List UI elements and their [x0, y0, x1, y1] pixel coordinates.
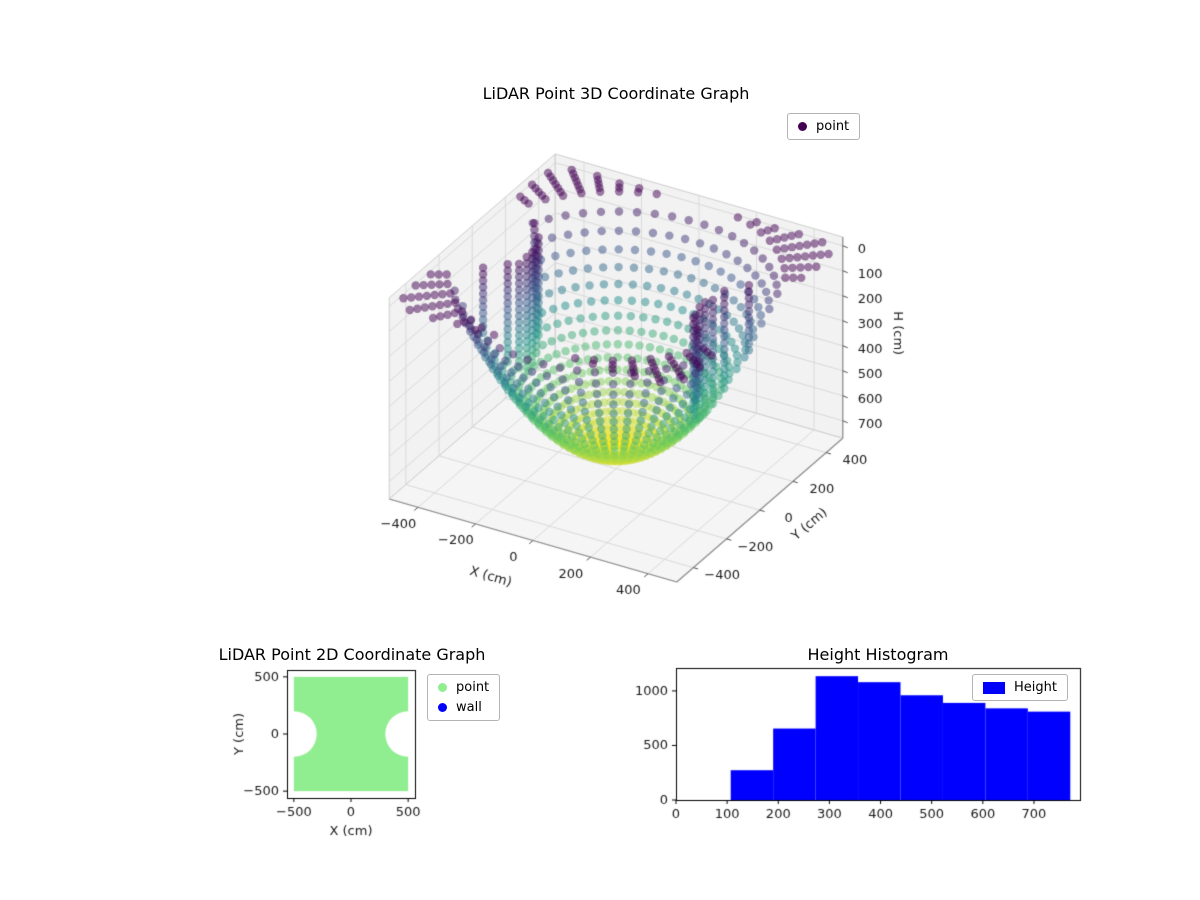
legend-label-wall: wall — [456, 700, 482, 715]
plot3d-title: LiDAR Point 3D Coordinate Graph — [482, 84, 750, 103]
point-marker-icon — [798, 122, 807, 131]
wall-marker-icon — [438, 703, 447, 712]
histogram-legend: Height — [972, 674, 1068, 701]
point-marker-icon — [438, 683, 447, 692]
height-patch-icon — [983, 681, 1005, 694]
legend-row-height: Height — [983, 680, 1057, 695]
histogram-title: Height Histogram — [807, 645, 949, 664]
legend-row-point: point — [438, 680, 489, 695]
legend-row-point: point — [798, 119, 849, 134]
plot2d-legend: point wall — [427, 674, 501, 721]
legend-label-point: point — [456, 680, 490, 695]
legend-row-wall: wall — [438, 700, 489, 715]
legend-label-point: point — [816, 119, 850, 134]
plot2d-title: LiDAR Point 2D Coordinate Graph — [218, 645, 486, 664]
plot3d-legend: point — [787, 113, 861, 140]
legend-label-height: Height — [1014, 680, 1057, 695]
